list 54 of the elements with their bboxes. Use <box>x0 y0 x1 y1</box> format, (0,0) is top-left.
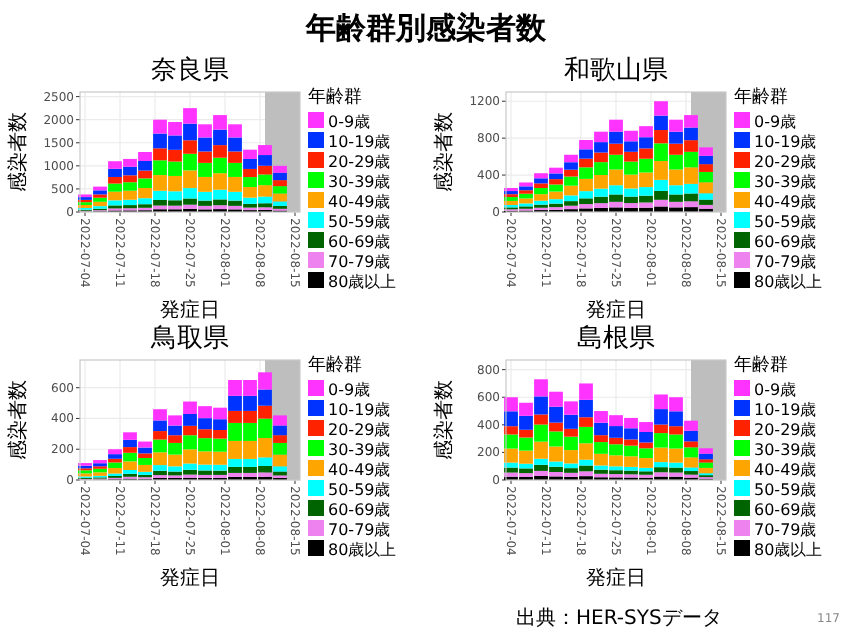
legend-title: 年齢群 <box>734 354 788 376</box>
x-axis-title: 発症日 <box>160 298 220 322</box>
legend-label: 0-9歳 <box>328 381 371 399</box>
legend-label: 10-19歳 <box>328 401 391 419</box>
y-axis-title: 感染者数 <box>6 112 30 192</box>
legend-title: 年齢群 <box>734 86 788 108</box>
chart-title: 島根県 <box>577 324 655 354</box>
legend-label: 50-59歳 <box>754 481 817 499</box>
legend-label: 20-29歳 <box>328 153 391 171</box>
legend-label: 50-59歳 <box>328 481 391 499</box>
y-axis-title: 感染者数 <box>6 380 30 460</box>
legend-label: 0-9歳 <box>754 381 797 399</box>
legend-label: 60-69歳 <box>754 501 817 519</box>
legend-label: 10-19歳 <box>754 401 817 419</box>
legend-label: 60-69歳 <box>328 233 391 251</box>
legend-label: 0-9歳 <box>754 113 797 131</box>
legend-label: 70-79歳 <box>754 521 817 539</box>
text: 年齢群別感染者数 <box>304 10 548 46</box>
legend-label: 0-9歳 <box>328 113 371 131</box>
legend-label: 30-39歳 <box>754 441 817 459</box>
legend-label: 30-39歳 <box>754 173 817 191</box>
x-axis-title: 発症日 <box>586 566 646 590</box>
legend-label: 30-39歳 <box>328 173 391 191</box>
x-axis-title: 発症日 <box>160 566 220 590</box>
legend-title: 年齢群 <box>308 354 362 376</box>
legend-title: 年齢群 <box>308 86 362 108</box>
legend-label: 20-29歳 <box>328 421 391 439</box>
legend-label: 30-39歳 <box>328 441 391 459</box>
legend-label: 20-29歳 <box>754 153 817 171</box>
legend-label: 70-79歳 <box>328 521 391 539</box>
legend-label: 70-79歳 <box>328 253 391 271</box>
chart-title: 和歌山県 <box>564 56 668 86</box>
legend-label: 60-69歳 <box>754 233 817 251</box>
legend-label: 40-49歳 <box>328 193 391 211</box>
legend-label: 40-49歳 <box>328 461 391 479</box>
chart-title: 奈良県 <box>151 56 229 86</box>
legend-label: 60-69歳 <box>328 501 391 519</box>
legend-label: 20-29歳 <box>754 421 817 439</box>
legend-label: 50-59歳 <box>328 213 391 231</box>
legend-label: 70-79歳 <box>754 253 817 271</box>
source-note: 出典：HER-SYSデータ <box>516 606 722 630</box>
chart-title: 鳥取県 <box>149 324 229 354</box>
legend-label: 80歳以上 <box>754 273 823 291</box>
legend-label: 80歳以上 <box>328 541 397 559</box>
legend-label: 80歳以上 <box>754 541 823 559</box>
y-axis-title: 感染者数 <box>432 112 456 192</box>
legend-label: 10-19歳 <box>328 133 391 151</box>
y-axis-title: 感染者数 <box>432 380 456 460</box>
legend-label: 50-59歳 <box>754 213 817 231</box>
legend-label: 40-49歳 <box>754 461 817 479</box>
legend-label: 40-49歳 <box>754 193 817 211</box>
legend-label: 10-19歳 <box>754 133 817 151</box>
legend-label: 80歳以上 <box>328 273 397 291</box>
x-axis-title: 発症日 <box>586 298 646 322</box>
